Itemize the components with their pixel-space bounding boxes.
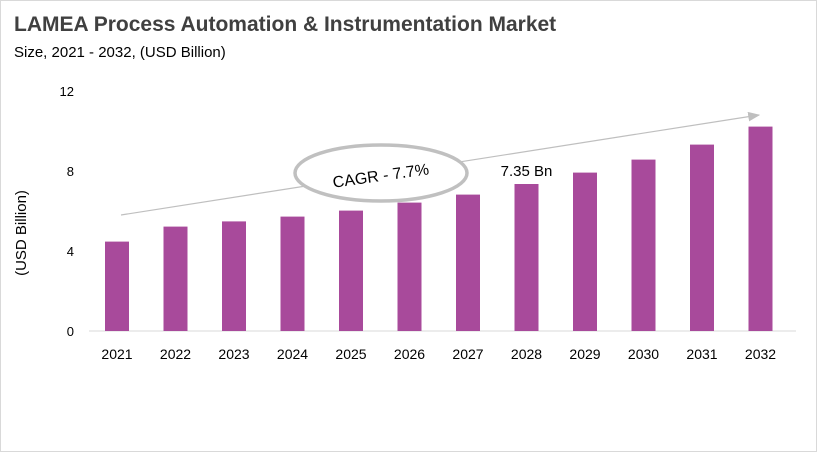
y-tick-label: 0: [67, 324, 74, 339]
bar-2032: [748, 126, 773, 331]
cagr-ellipse: [293, 143, 469, 203]
bar-2029: [573, 172, 597, 331]
x-tick-label: 2022: [160, 346, 191, 362]
y-tick-label: 8: [67, 164, 74, 179]
bar-2030: [631, 159, 656, 331]
x-tick-label: 2025: [335, 346, 366, 362]
y-axis-label: (USD Billion): [13, 190, 30, 276]
x-tick-label: 2028: [511, 346, 542, 362]
bar-2031: [690, 144, 714, 331]
x-tick-label: 2021: [101, 346, 132, 362]
x-tick-label: 2030: [628, 346, 659, 362]
x-tick-label: 2026: [394, 346, 425, 362]
y-tick-label: 4: [67, 244, 74, 259]
bar-2027: [456, 194, 480, 331]
bar-2021: [105, 241, 129, 331]
bar-2028: [514, 184, 539, 331]
bar-2025: [339, 210, 363, 331]
x-tick-label: 2031: [686, 346, 717, 362]
x-tick-label: 2023: [218, 346, 249, 362]
data-label: 7.35 Bn: [501, 163, 553, 180]
bar-2022: [163, 226, 188, 331]
bar-2024: [280, 216, 305, 331]
x-tick-label: 2032: [745, 346, 776, 362]
x-tick-label: 2024: [277, 346, 308, 362]
chart-subtitle: Size, 2021 - 2032, (USD Billion): [14, 44, 226, 61]
y-tick-label: 12: [60, 84, 74, 99]
bar-2023: [222, 221, 246, 331]
bar-2026: [397, 202, 422, 331]
x-tick-label: 2027: [452, 346, 483, 362]
chart-title: LAMEA Process Automation & Instrumentati…: [14, 13, 557, 36]
x-tick-label: 2029: [569, 346, 600, 362]
